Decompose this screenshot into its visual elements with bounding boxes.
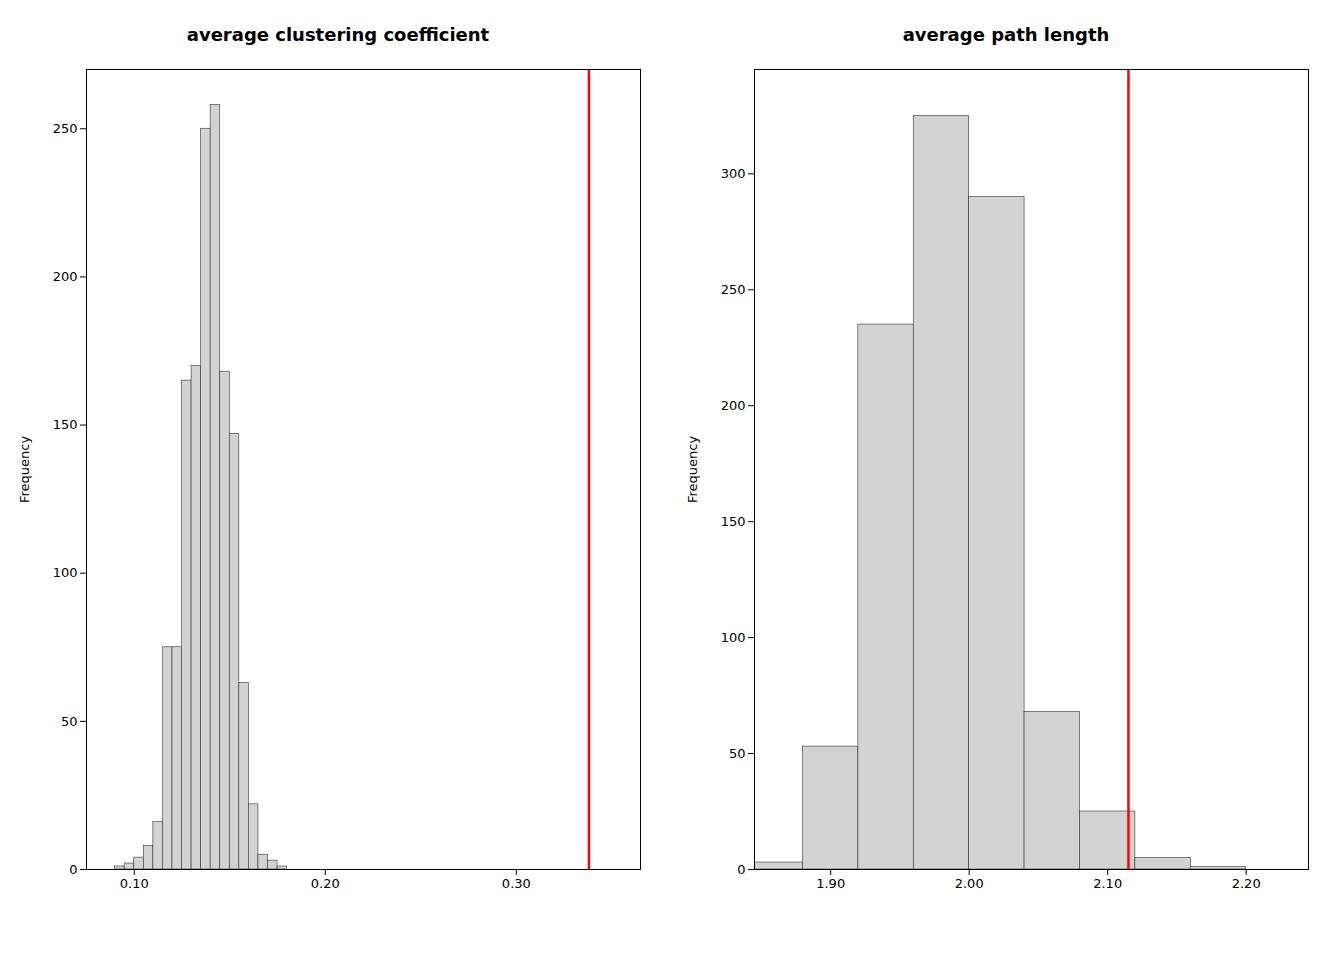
svg-text:0.30: 0.30 — [502, 876, 531, 891]
svg-text:150: 150 — [721, 514, 746, 529]
svg-text:200: 200 — [721, 398, 746, 413]
svg-text:0.10: 0.10 — [120, 876, 149, 891]
svg-text:2.00: 2.00 — [955, 876, 984, 891]
svg-text:100: 100 — [53, 565, 78, 580]
svg-text:2.20: 2.20 — [1232, 876, 1261, 891]
html-text:average clustering coefficient: average clustering coefficient — [186, 24, 490, 45]
svg-text:200: 200 — [53, 269, 78, 284]
html-text:average path length: average path length — [902, 24, 1110, 45]
svg-text:50: 50 — [729, 746, 746, 761]
svg-text:Frequency: Frequency — [17, 436, 32, 503]
svg-text:250: 250 — [53, 121, 78, 136]
svg-text:150: 150 — [53, 417, 78, 432]
svg-text:300: 300 — [721, 166, 746, 181]
svg-text:1.90: 1.90 — [816, 876, 845, 891]
svg-text:0: 0 — [69, 862, 77, 877]
svg-text:250: 250 — [721, 282, 746, 297]
svg-text:0.20: 0.20 — [311, 876, 340, 891]
svg-text:100: 100 — [721, 630, 746, 645]
svg-text:Frequency: Frequency — [685, 436, 700, 503]
svg-text:2.10: 2.10 — [1093, 876, 1122, 891]
svg-text:0: 0 — [737, 862, 745, 877]
svg-text:50: 50 — [61, 714, 78, 729]
